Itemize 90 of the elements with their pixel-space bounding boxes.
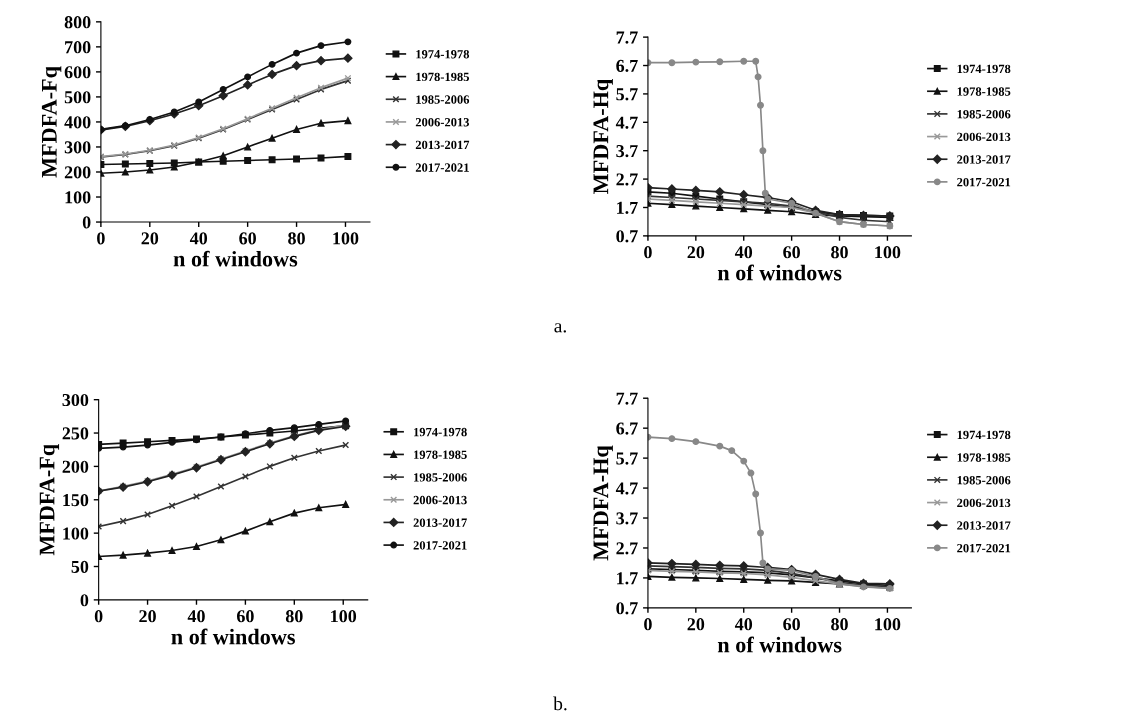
legend-label: 2013-2017 [413, 518, 467, 527]
legend-label: 1985-2006 [414, 473, 467, 482]
y-tick-label: 2.7 [616, 542, 638, 555]
x-tick-label: 60 [236, 610, 254, 623]
legend-label: 1978-1985 [414, 450, 467, 459]
y-axis-title: MFDFA-Fq [39, 444, 60, 556]
y-tick-label: 3.7 [616, 145, 638, 158]
x-tick-label: 40 [734, 246, 753, 259]
y-tick-label: 1.7 [617, 572, 638, 585]
legend-label: 2013-2017 [957, 155, 1011, 164]
y-tick-label: 200 [62, 460, 89, 473]
y-tick-label: 0.7 [616, 230, 638, 243]
x-tick-label: 80 [831, 618, 848, 631]
legend-label: 1974-1978 [957, 64, 1011, 74]
y-tick-label: 100 [63, 527, 89, 540]
legend-label: 1985-2006 [957, 109, 1011, 119]
legend-label: 2006-2013 [415, 117, 470, 127]
y-axis-title: MFDFA-Hq [593, 445, 613, 561]
y-tick-label: 6.7 [616, 59, 638, 73]
y-tick-label: 5.7 [616, 452, 638, 465]
y-tick-label: 7.7 [616, 31, 638, 44]
y-tick-label: 600 [64, 66, 91, 79]
legend-label: 2013-2017 [415, 140, 470, 150]
y-tick-label: 1.7 [617, 201, 638, 214]
legend-label: 2006-2013 [957, 132, 1011, 142]
legend-label: 2006-2013 [413, 495, 467, 505]
x-tick-label: 40 [187, 610, 205, 623]
x-tick-label: 80 [288, 232, 305, 245]
legend-label: 1974-1978 [414, 427, 467, 437]
y-axis-title: MFDFA-Hq [593, 78, 613, 194]
y-tick-label: 50 [71, 560, 89, 573]
y-tick-label: 7.7 [616, 392, 638, 405]
x-tick-label: 20 [139, 610, 156, 623]
legend-label: 2017-2021 [413, 541, 467, 550]
x-tick-label: 40 [734, 618, 753, 631]
legend-label: 1985-2006 [416, 95, 470, 104]
y-tick-label: 4.7 [615, 482, 638, 495]
x-tick-label: 0 [94, 610, 103, 623]
x-tick-label: 60 [783, 246, 800, 259]
x-tick-label: 60 [239, 232, 256, 245]
legend-label: 1974-1978 [416, 50, 470, 59]
legend-label: 1974-1978 [957, 430, 1011, 440]
x-tick-label: 0 [644, 618, 652, 631]
x-axis-title: n of windows [171, 628, 295, 645]
legend-label: 1978-1985 [957, 87, 1011, 96]
y-tick-label: 100 [65, 191, 91, 204]
y-tick-label: 700 [65, 41, 91, 54]
y-tick-label: 200 [64, 166, 91, 179]
x-tick-label: 20 [687, 618, 705, 631]
legend-label: 1985-2006 [957, 475, 1011, 485]
y-tick-label: 0 [82, 216, 91, 229]
y-tick-label: 800 [64, 16, 91, 29]
legend-label: 1978-1985 [957, 453, 1011, 462]
y-tick-label: 5.7 [616, 88, 638, 101]
x-tick-label: 80 [285, 610, 303, 623]
x-tick-label: 40 [189, 232, 208, 245]
legend-label: 2017-2021 [415, 163, 469, 172]
y-tick-label: 300 [64, 141, 91, 154]
legend-label: 1978-1985 [416, 72, 470, 82]
y-tick-label: 150 [63, 494, 89, 507]
y-axis-title: MFDFA-Fq [41, 66, 62, 178]
y-tick-label: 2.7 [616, 173, 638, 186]
x-tick-label: 100 [875, 246, 901, 259]
x-tick-label: 100 [331, 610, 357, 623]
y-tick-label: 6.7 [616, 422, 638, 435]
y-tick-label: 300 [62, 393, 89, 407]
y-tick-label: 3.7 [616, 512, 638, 525]
text: a. [554, 323, 566, 333]
y-tick-label: 4.7 [615, 116, 638, 129]
legend-label: 2017-2021 [957, 543, 1011, 553]
y-tick-label: 250 [62, 427, 89, 440]
x-tick-label: 80 [831, 246, 848, 259]
legend-label: 2006-2013 [957, 498, 1011, 508]
x-tick-label: 100 [875, 618, 901, 631]
x-axis-title: n of windows [717, 636, 842, 653]
x-axis-title: n of windows [717, 264, 842, 281]
x-tick-label: 0 [97, 232, 105, 245]
text: b. [553, 696, 567, 711]
legend-label: 2017-2021 [957, 177, 1011, 187]
legend-label: 2013-2017 [957, 521, 1011, 530]
x-tick-label: 60 [783, 618, 800, 631]
x-tick-label: 100 [333, 232, 359, 245]
y-tick-label: 0 [80, 594, 89, 607]
x-tick-label: 0 [644, 246, 652, 259]
x-tick-label: 20 [141, 232, 159, 245]
y-tick-label: 0.7 [616, 602, 638, 615]
x-axis-title: n of windows [173, 250, 298, 267]
x-tick-label: 20 [687, 246, 705, 259]
y-tick-label: 400 [64, 116, 91, 129]
y-tick-label: 500 [64, 91, 91, 104]
